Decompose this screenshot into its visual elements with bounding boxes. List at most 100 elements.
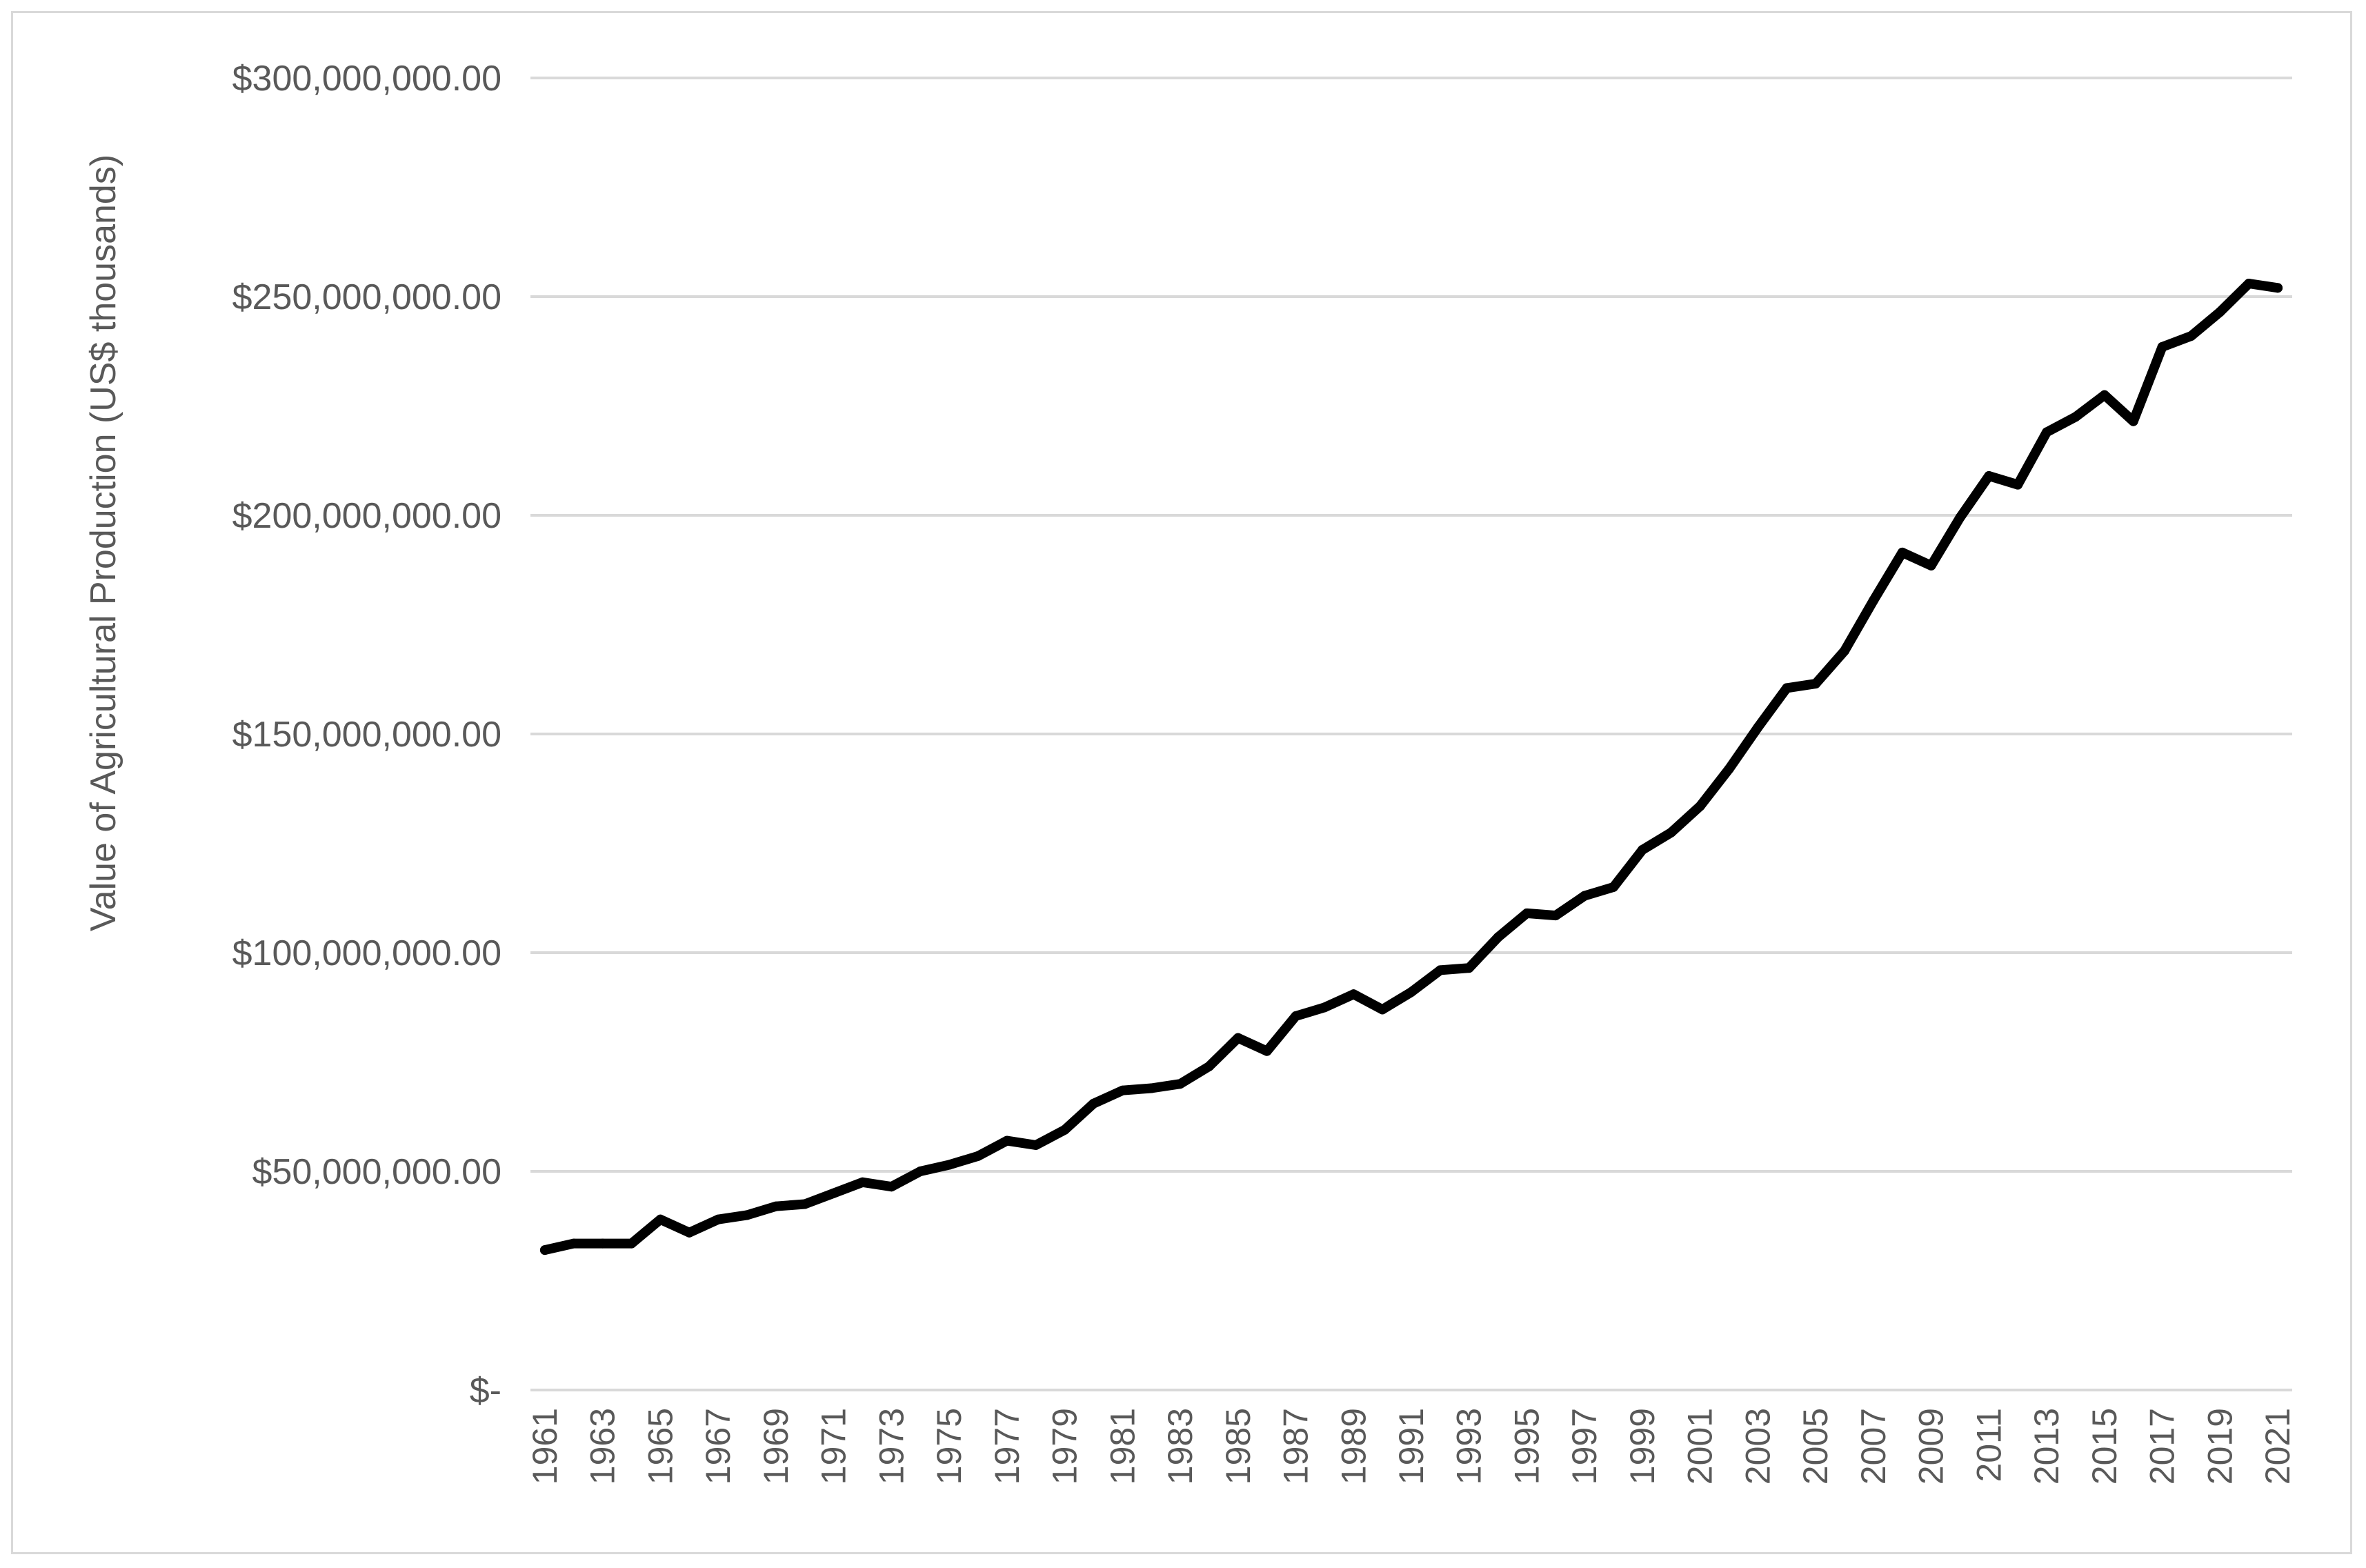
x-tick-label: 2021: [2258, 1408, 2297, 1485]
data-point: [2273, 283, 2283, 293]
data-point: [1493, 932, 1503, 942]
data-point: [771, 1201, 781, 1211]
x-tick-label: 1991: [1392, 1408, 1431, 1485]
x-tick-label: 1995: [1507, 1408, 1546, 1485]
x-tick-label: 1967: [699, 1408, 737, 1485]
data-point: [886, 1182, 897, 1192]
data-point: [1609, 882, 1619, 892]
data-point: [857, 1177, 868, 1187]
data-point: [626, 1238, 637, 1249]
data-point: [1291, 1011, 1301, 1021]
data-point: [2128, 416, 2138, 426]
x-tick-label: 2019: [2200, 1408, 2239, 1485]
data-point: [1897, 547, 1907, 557]
data-point: [1666, 827, 1676, 837]
data-point: [1002, 1135, 1012, 1146]
x-tick-label: 2015: [2085, 1408, 2124, 1485]
x-tick-label: 2017: [2143, 1408, 2182, 1485]
data-point: [1984, 470, 1994, 481]
y-tick-label: $50,000,000.00: [252, 1152, 501, 1192]
data-point: [597, 1238, 608, 1249]
x-tick-label: 1983: [1161, 1408, 1200, 1485]
chart-area: $- $50,000,000.00 $100,000,000.00 $150,000,…: [11, 11, 2352, 1554]
data-point: [1204, 1061, 1214, 1071]
y-tick-label: $150,000,000.00: [232, 715, 501, 755]
data-point: [1435, 965, 1445, 975]
y-axis-title: Value of Agricultural Production (US$ th…: [83, 155, 123, 931]
x-tick-label: 1981: [1103, 1408, 1142, 1485]
x-tick-label: 1993: [1450, 1408, 1489, 1485]
series-line-group: [539, 278, 2283, 1256]
y-tick-label: $200,000,000.00: [232, 496, 501, 536]
data-point: [799, 1199, 810, 1209]
y-tick-label: $250,000,000.00: [232, 277, 501, 317]
data-point: [1146, 1083, 1157, 1093]
data-point: [1811, 679, 1821, 689]
x-tick-label: 2011: [1969, 1408, 2008, 1482]
line-chart: $- $50,000,000.00 $100,000,000.00 $150,000,…: [83, 59, 2297, 1485]
data-point: [944, 1160, 955, 1170]
data-point: [2215, 307, 2225, 317]
x-tick-label: 1989: [1334, 1408, 1373, 1485]
data-point: [1522, 908, 1532, 918]
x-tick-label: 1969: [757, 1408, 795, 1485]
data-point: [2042, 427, 2052, 437]
data-point: [1580, 891, 1590, 901]
data-point: [1349, 989, 1359, 1000]
data-point: [1782, 683, 1792, 693]
y-tick-label: $-: [470, 1371, 501, 1411]
data-point: [2186, 331, 2196, 341]
data-point: [973, 1151, 983, 1161]
data-point: [1753, 722, 1763, 733]
data-point: [2157, 341, 2167, 352]
data-point: [568, 1238, 579, 1249]
data-point: [1868, 595, 1878, 606]
x-tick-label: 1977: [988, 1408, 1026, 1485]
data-point: [1320, 1002, 1330, 1013]
data-point: [1233, 1033, 1243, 1043]
data-point: [539, 1245, 550, 1256]
data-point: [915, 1167, 926, 1176]
x-tick-label: 1975: [930, 1408, 968, 1485]
y-axis-tick-labels: $- $50,000,000.00 $100,000,000.00 $150,000,…: [232, 59, 501, 1411]
x-tick-label: 2013: [2027, 1408, 2066, 1485]
data-point: [1406, 987, 1416, 998]
data-point: [1637, 845, 1647, 855]
data-point: [1088, 1098, 1099, 1109]
x-tick-label: 2009: [1912, 1408, 1951, 1485]
x-tick-label: 2003: [1738, 1408, 1777, 1485]
x-tick-label: 1963: [584, 1408, 622, 1485]
x-tick-label: 1985: [1219, 1408, 1257, 1485]
data-point: [828, 1188, 839, 1198]
data-point: [1060, 1124, 1070, 1135]
data-point: [1840, 646, 1850, 656]
x-tick-label: 1979: [1046, 1408, 1084, 1485]
data-point: [1117, 1085, 1128, 1095]
x-tick-label: 2001: [1681, 1408, 1720, 1485]
data-point: [1695, 801, 1705, 811]
data-point: [2013, 479, 2023, 490]
x-tick-label: 1971: [815, 1408, 853, 1485]
data-point: [1378, 1004, 1388, 1015]
y-tick-label: $300,000,000.00: [232, 59, 501, 99]
y-tick-label: $100,000,000.00: [232, 933, 501, 973]
x-tick-label: 1965: [641, 1408, 679, 1485]
data-point: [2244, 278, 2254, 288]
data-point: [713, 1214, 724, 1224]
x-tick-label: 1961: [526, 1408, 564, 1485]
x-axis-tick-labels: 1961 1963 1965 1967 1969 1971 1973 1975 1977 1979…: [526, 1408, 2297, 1485]
x-tick-label: 2005: [1796, 1408, 1835, 1485]
data-point: [655, 1214, 666, 1224]
x-tick-label: 2007: [1854, 1408, 1893, 1485]
series-line: [539, 279, 2283, 1256]
data-point: [1262, 1046, 1272, 1056]
data-point: [1955, 513, 1965, 523]
data-point: [684, 1227, 695, 1238]
data-point: [1551, 911, 1561, 921]
x-tick-label: 1999: [1623, 1408, 1662, 1485]
data-point: [1724, 764, 1734, 774]
data-point: [1175, 1079, 1186, 1089]
gridlines: [530, 77, 2292, 1391]
data-point: [1464, 963, 1474, 973]
data-point: [2099, 390, 2109, 400]
